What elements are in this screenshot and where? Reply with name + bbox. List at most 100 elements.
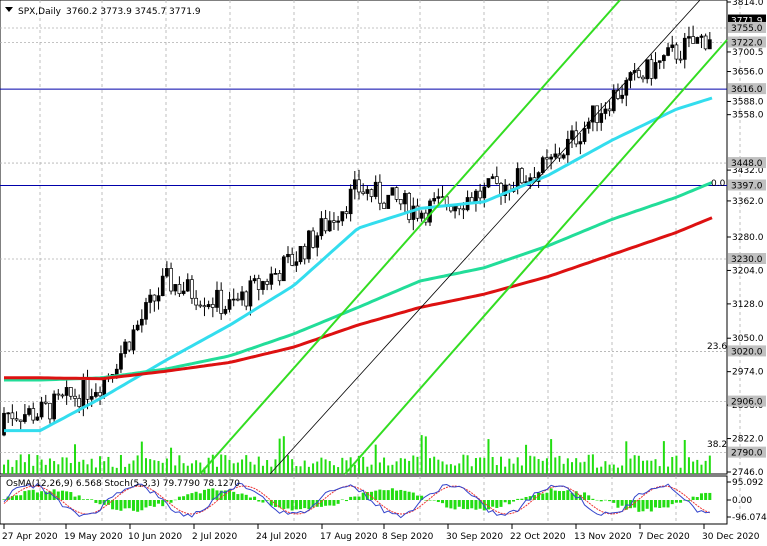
osma-bar: [365, 492, 369, 500]
candle-body: [77, 398, 82, 407]
volume-bar: [57, 464, 60, 474]
candle-body: [691, 36, 695, 44]
candle-body: [403, 193, 407, 205]
candle-body: [39, 401, 44, 418]
channel-upper-line: [199, 0, 621, 475]
volume-bar: [437, 459, 440, 474]
volume-bar: [550, 439, 553, 474]
candle-body: [486, 178, 491, 188]
candle-body: [265, 281, 269, 285]
osma-bar: [361, 492, 365, 500]
osma-bar: [553, 490, 557, 500]
osma-bar: [382, 490, 386, 500]
candle-body: [520, 168, 524, 184]
volume-bar: [174, 465, 177, 474]
volume-bar: [236, 462, 239, 474]
osma-bar: [357, 496, 361, 500]
osma-bar: [136, 500, 140, 512]
osma-bar: [215, 490, 219, 500]
osma-bar: [186, 494, 190, 500]
candle-body: [344, 211, 349, 215]
volume-bar: [153, 460, 156, 474]
candle-body: [545, 157, 549, 160]
candle-body: [236, 298, 240, 301]
candle-body: [73, 395, 77, 399]
osma-bar: [587, 495, 591, 500]
osma-bar: [436, 500, 440, 503]
osma-bar: [486, 500, 490, 510]
volume-bar: [579, 462, 582, 474]
osma-bar: [211, 488, 215, 500]
candle-body: [206, 304, 211, 308]
date-label: 30 Dec 2020: [702, 532, 760, 542]
osma-bar: [411, 492, 415, 500]
osma-bar: [566, 490, 570, 500]
candle-body: [549, 156, 553, 160]
candle-body: [578, 141, 583, 145]
candle-body: [98, 392, 102, 397]
candle-body: [340, 211, 345, 222]
level-box: [728, 446, 766, 458]
osma-bar: [612, 500, 616, 503]
osma-bar: [23, 491, 27, 500]
osma-bar: [420, 495, 424, 500]
osma-bar: [670, 500, 674, 505]
osma-bar: [432, 500, 436, 501]
volume-bar: [328, 461, 331, 474]
volume-bar: [700, 464, 703, 474]
osma-bar: [699, 493, 703, 500]
osma-bar: [457, 500, 461, 507]
candle-body: [357, 179, 361, 193]
osma-bar: [182, 496, 186, 500]
volume-bar: [136, 455, 139, 474]
volume-bar: [529, 455, 532, 474]
date-axis: 27 Apr 2020 19 May 2020 10 Jun 2020 2 Jul 2…: [2, 524, 760, 542]
price-label: 3128.0: [732, 300, 764, 310]
stoch-main-line: [3, 482, 710, 519]
osma-bar: [386, 490, 390, 500]
volume-bar: [341, 457, 344, 474]
volume-bar: [658, 466, 661, 474]
volume-bar: [612, 464, 615, 474]
candle-body: [382, 202, 386, 209]
osma-bar: [269, 500, 273, 506]
volume-bar: [420, 435, 423, 474]
candle-body: [624, 80, 629, 96]
osma-bar: [562, 491, 566, 500]
indicator-axis: 95.092 0.00 -96.074: [727, 478, 767, 523]
osma-bar: [570, 492, 574, 500]
volume-bar: [675, 455, 678, 474]
volume-bar: [19, 454, 22, 474]
volume-bar: [90, 458, 93, 474]
stochastic-lines: [3, 482, 710, 519]
volume-bar: [190, 463, 193, 474]
candle-body: [89, 396, 94, 400]
volume-bar: [642, 460, 644, 474]
candle-body: [490, 176, 495, 179]
volume-bar: [291, 459, 294, 474]
volume-bar: [650, 460, 653, 474]
candle-body: [620, 94, 624, 99]
volume-bar: [545, 458, 548, 474]
volume-bar: [596, 467, 599, 474]
osma-bar: [674, 500, 678, 503]
stoch-signal-line: [3, 485, 710, 515]
osma-bar: [445, 500, 449, 508]
volume-bar: [224, 455, 227, 474]
osma-bar: [86, 499, 90, 500]
osma-bar: [428, 500, 432, 501]
price-label: 3656.0: [732, 68, 764, 78]
candle-body: [582, 128, 587, 142]
volume-bar: [111, 466, 114, 474]
date-label: 27 Apr 2020: [2, 532, 58, 542]
volume-bar: [119, 454, 122, 474]
volume-bar: [554, 457, 557, 474]
volume-bar: [157, 460, 160, 474]
candle-body: [319, 218, 324, 237]
candle-body: [223, 309, 228, 314]
osma-bar: [81, 499, 85, 500]
osma-bar: [119, 500, 123, 511]
candle-body: [48, 402, 52, 420]
volume-bar: [679, 467, 682, 474]
